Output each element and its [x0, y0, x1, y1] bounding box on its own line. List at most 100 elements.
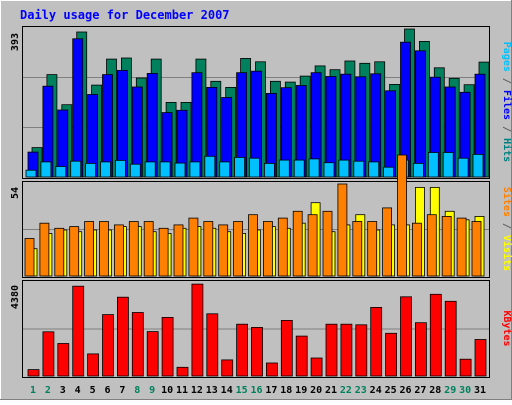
- bar-files-day-25: [385, 90, 397, 178]
- bar-sites-day-31: [471, 221, 482, 277]
- bar-pages-day-18: [278, 159, 290, 178]
- day-tick-label: 10: [161, 385, 173, 396]
- bar-sites-day-6: [99, 221, 109, 277]
- bar-kbytes-day-3: [57, 343, 70, 377]
- bar-kbytes-day-31: [474, 339, 487, 377]
- day-tick-label: 17: [265, 385, 277, 396]
- day-tick-label: 13: [206, 385, 218, 396]
- bar-kbytes-day-18: [280, 319, 293, 377]
- bar-pages-day-12: [189, 161, 201, 178]
- bar-pages-day-27: [412, 162, 424, 178]
- day-tick-label: 2: [45, 385, 51, 396]
- bar-layer: [24, 28, 490, 377]
- bar-pages-day-28: [427, 152, 439, 178]
- bar-sites-day-15: [233, 221, 244, 277]
- bar-pages-day-11: [174, 162, 186, 178]
- day-tick-label: 15: [236, 385, 248, 396]
- bar-pages-day-20: [308, 158, 320, 178]
- bar-pages-day-1: [25, 169, 37, 178]
- bar-sites-day-30: [456, 217, 467, 277]
- day-tick-label: 8: [134, 385, 140, 396]
- legend-label: Sites: [501, 187, 512, 217]
- day-tick-label: 30: [459, 385, 471, 396]
- day-tick-label: 29: [444, 385, 456, 396]
- bar-kbytes-day-17: [265, 362, 278, 377]
- bar-pages-day-24: [368, 161, 380, 178]
- bar-kbytes-day-20: [310, 357, 323, 377]
- bar-sites-day-1: [24, 238, 35, 277]
- bar-pages-day-30: [457, 157, 469, 178]
- bar-sites-day-16: [248, 214, 258, 277]
- bar-kbytes-day-26: [400, 296, 412, 377]
- max-value-label-kbytes: 4380: [10, 285, 21, 309]
- bar-sites-day-24: [367, 221, 378, 277]
- bar-pages-day-29: [442, 152, 454, 178]
- bar-sites-day-25: [382, 207, 393, 277]
- bar-sites-day-23: [352, 221, 363, 277]
- bar-kbytes-day-7: [117, 296, 129, 377]
- day-tick-label: 11: [176, 385, 188, 396]
- bar-pages-day-7: [115, 159, 126, 178]
- bar-sites-day-22: [337, 183, 348, 277]
- bar-pages-day-31: [472, 153, 484, 178]
- day-tick-label: 26: [399, 385, 411, 396]
- bar-pages-day-19: [293, 159, 305, 178]
- day-tick-label: 4: [75, 385, 81, 396]
- bar-pages-day-13: [204, 155, 216, 178]
- bar-sites-day-4: [69, 226, 80, 277]
- bar-pages-day-8: [129, 163, 141, 178]
- day-tick-label: 1: [30, 385, 36, 396]
- bar-kbytes-day-6: [102, 314, 114, 377]
- day-tick-label: 27: [414, 385, 426, 396]
- bar-pages-day-10: [159, 161, 171, 178]
- day-tick-label: 25: [385, 385, 397, 396]
- bar-kbytes-day-28: [429, 293, 442, 377]
- bar-pages-day-25: [383, 166, 395, 178]
- bar-kbytes-day-24: [370, 306, 383, 377]
- bar-kbytes-day-12: [191, 283, 204, 377]
- bar-sites-day-27: [411, 222, 422, 277]
- day-tick-label: 7: [119, 385, 125, 396]
- bar-kbytes-day-9: [146, 331, 159, 377]
- chart-title: Daily usage for December 2007: [20, 8, 230, 22]
- bar-kbytes-day-5: [87, 353, 99, 377]
- bar-pages-day-6: [100, 161, 111, 178]
- bar-sites-day-12: [188, 217, 199, 277]
- bar-sites-day-8: [128, 221, 139, 277]
- bar-kbytes-day-14: [221, 359, 234, 377]
- bar-files-day-9: [146, 73, 158, 178]
- bar-pages-day-23: [353, 160, 365, 178]
- bar-kbytes-day-2: [42, 331, 55, 377]
- bar-sites-day-3: [54, 227, 65, 277]
- bar-sites-day-7: [114, 224, 124, 277]
- day-tick-label: 9: [149, 385, 155, 396]
- series-legend-kbytes: KBytes: [501, 310, 512, 346]
- bar-sites-day-19: [292, 210, 303, 277]
- bar-kbytes-day-30: [459, 358, 472, 377]
- bar-kbytes-day-8: [131, 312, 144, 377]
- bar-sites-day-17: [262, 221, 273, 277]
- bar-files-day-27: [414, 50, 426, 178]
- day-tick-label: 16: [250, 385, 262, 396]
- day-tick-label: 20: [310, 385, 322, 396]
- bar-pages-day-22: [338, 159, 350, 178]
- bar-kbytes-day-4: [72, 285, 85, 377]
- bar-files-day-8: [131, 86, 143, 178]
- legend-label: Visits: [501, 235, 512, 271]
- bar-sites-day-10: [158, 227, 169, 277]
- bar-kbytes-day-19: [295, 335, 308, 377]
- day-tick-label: 19: [295, 385, 307, 396]
- bar-kbytes-day-16: [251, 326, 263, 377]
- day-tick-label: 24: [370, 385, 382, 396]
- bar-kbytes-day-27: [414, 322, 427, 377]
- bar-kbytes-day-13: [206, 313, 219, 377]
- day-tick-label: 21: [325, 385, 337, 396]
- bar-kbytes-day-23: [355, 324, 368, 377]
- day-tick-label: 31: [474, 385, 486, 396]
- day-tick-label: 6: [104, 385, 110, 396]
- bar-files-day-21: [325, 76, 337, 178]
- bar-pages-day-15: [234, 156, 246, 178]
- bar-sites-day-9: [143, 221, 154, 277]
- bar-files-day-4: [72, 38, 84, 178]
- bar-sites-day-21: [322, 210, 333, 277]
